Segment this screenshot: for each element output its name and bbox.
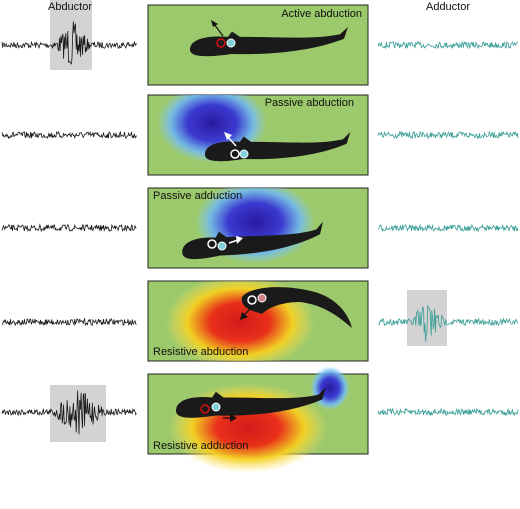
panel: Resistive abduction [147,280,369,362]
emg-trace [1,21,137,65]
emg-trace [377,407,519,417]
panel: Active abduction [147,4,369,86]
emg-trace [1,223,137,233]
panel: Passive abduction [147,94,369,176]
highlight [50,0,92,70]
emg-trace [377,40,519,50]
column-title: Abductor [48,1,92,13]
emg-trace [377,130,519,140]
panel: Passive adduction [147,187,369,269]
emg-trace [377,223,519,233]
emg-trace [377,305,518,342]
panel-label: Passive adduction [153,190,242,202]
panel-label: Passive abduction [265,97,354,109]
panel-label: Resistive adduction [153,440,248,452]
emg-trace [1,317,137,327]
emg-trace [1,390,137,435]
emg-trace [1,130,137,140]
panel-label: Resistive abduction [153,346,248,358]
column-title: Adductor [426,1,470,13]
panel-label: Active abduction [281,8,362,20]
panel: Resistive adduction [147,366,369,473]
emg-traces [1,21,519,435]
